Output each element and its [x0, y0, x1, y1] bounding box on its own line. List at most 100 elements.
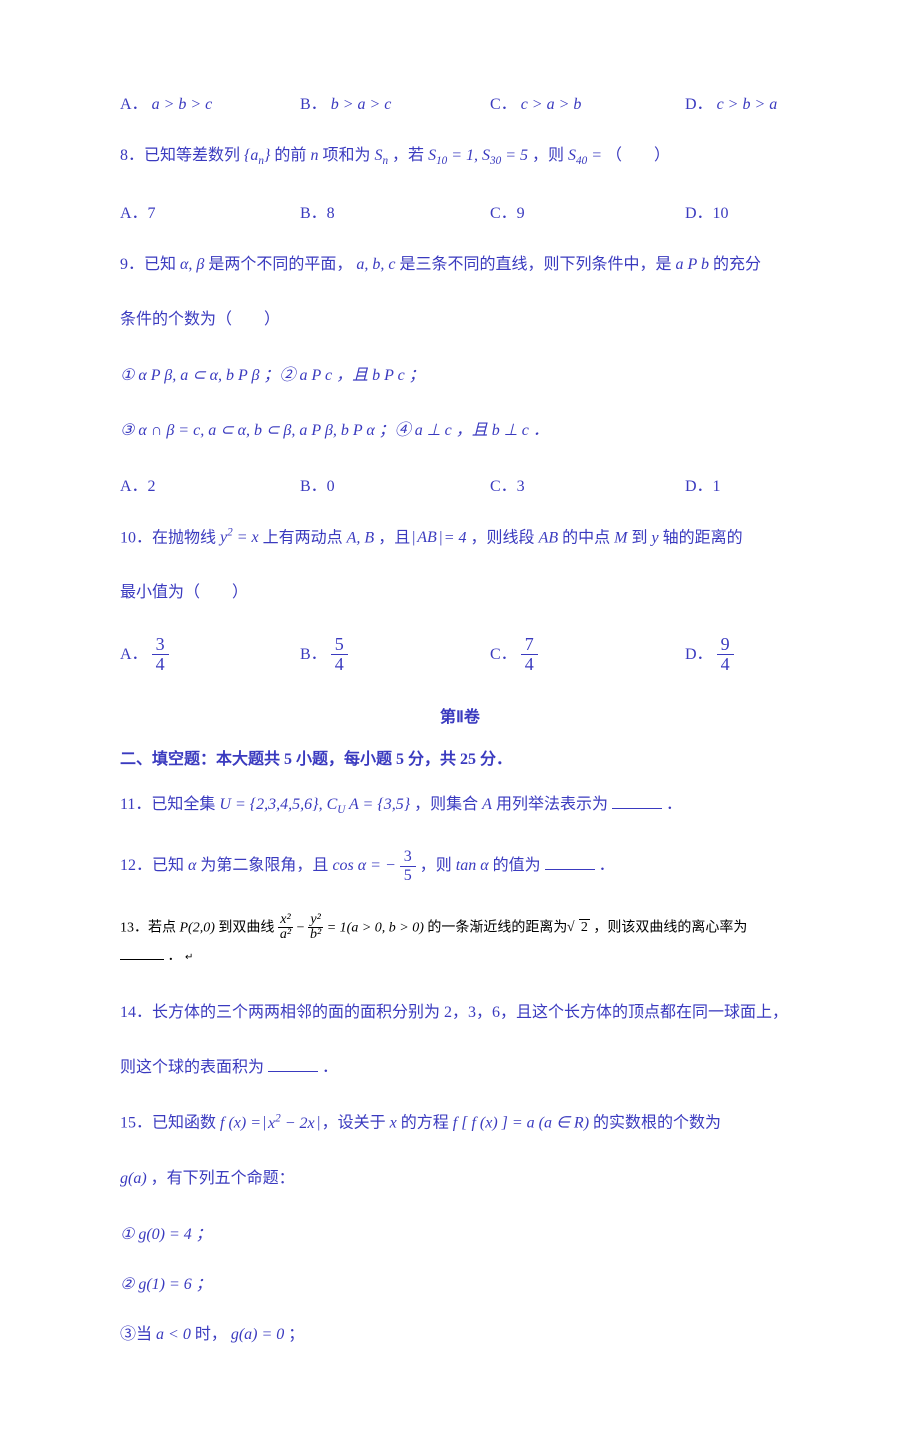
- ffx: f [ f (x) ] = a (a ∈ R): [453, 1115, 589, 1132]
- set-a: A: [482, 796, 492, 813]
- point-p: P(2,0): [180, 920, 215, 935]
- q9-option-a: A．2: [120, 472, 300, 496]
- q15-stem-line2: g(a) ，有下列五个命题：: [120, 1165, 800, 1192]
- text: 的方程: [401, 1115, 449, 1132]
- s40: S40 =: [568, 147, 606, 164]
- condition: a P b: [676, 256, 709, 273]
- section-2-title: 二、填空题：本大题共 5 小题，每小题 5 分，共 25 分．: [120, 745, 800, 769]
- q8-options: A．7 B．8 C．9 D．10: [120, 199, 800, 223]
- text: 则这个球的表面积为: [120, 1059, 264, 1076]
- text: ，设关于: [322, 1115, 386, 1132]
- text: ，且: [378, 529, 410, 546]
- condition: S10 = 1, S30 = 5: [428, 147, 528, 164]
- prop-text: ① g(0) = 4 ；: [120, 1226, 212, 1243]
- paren: （ ）: [606, 147, 670, 164]
- alpha: α: [188, 857, 196, 874]
- fraction-y: y²b²: [308, 913, 323, 943]
- q7-option-d: D． c > b > a: [685, 90, 777, 114]
- blank-fill[interactable]: [612, 793, 662, 809]
- blank-fill[interactable]: [545, 854, 595, 870]
- q13: 13．若点 P(2,0) 到双曲线 x²a² − y²b² = 1(a > 0,…: [120, 913, 800, 971]
- cond: a < 0: [156, 1326, 191, 1343]
- q9-option-b: B．0: [300, 472, 490, 496]
- q10-option-b: B． 54: [300, 635, 490, 676]
- fraction: 94: [717, 635, 734, 676]
- dot: ．: [599, 857, 615, 874]
- text: 是两个不同的平面，: [208, 256, 352, 273]
- option-label: B．: [300, 96, 327, 113]
- q9-options: A．2 B．0 C．3 D．1: [120, 472, 800, 496]
- q8-option-c: C．9: [490, 199, 685, 223]
- text: 10．在抛物线: [120, 529, 216, 546]
- var-sn: Sn: [374, 147, 388, 164]
- text: ，则线段: [471, 529, 535, 546]
- option-label: D．: [685, 96, 713, 113]
- ga: g(a): [120, 1170, 147, 1187]
- q15-prop2: ② g(1) = 6 ；: [120, 1270, 800, 1294]
- fraction: 34: [152, 635, 169, 676]
- q9-stem-line1: 9．已知 α, β 是两个不同的平面， a, b, c 是三条不同的直线，则下列…: [120, 251, 800, 278]
- option-math: b > a > c: [331, 96, 392, 113]
- text: ，则: [532, 147, 564, 164]
- text: 的前: [274, 147, 306, 164]
- q8-option-a: A．7: [120, 199, 300, 223]
- q9-option-c: C．3: [490, 472, 685, 496]
- text: 15．已知函数: [120, 1115, 216, 1132]
- q14-line1: 14．长方体的三个两两相邻的面的面积分别为 2，3，6，且这个长方体的顶点都在同…: [120, 999, 800, 1026]
- q15-prop3: ③当 a < 0 时， g(a) = 0 ；: [120, 1320, 800, 1344]
- q9-cond2: ③ α ∩ β = c, a ⊂ α, b ⊂ β, a P β, b P α …: [120, 417, 800, 444]
- text: 到: [631, 529, 647, 546]
- q8-option-d: D．10: [685, 199, 729, 223]
- text: ，则: [420, 857, 452, 874]
- dot: ．: [168, 949, 182, 964]
- minus: −: [297, 920, 308, 935]
- text: ；: [288, 1326, 304, 1343]
- eq-rest: = 1(a > 0, b > 0): [327, 920, 424, 935]
- q10-option-c: C． 74: [490, 635, 685, 676]
- text: ，有下列五个命题：: [151, 1170, 295, 1187]
- q7-option-a: A． a > b > c: [120, 90, 300, 114]
- option-label: D．: [685, 646, 713, 663]
- var-n: n: [310, 147, 318, 164]
- fraction: 74: [521, 635, 538, 676]
- y-axis: y: [651, 529, 658, 546]
- text: 12．已知: [120, 857, 184, 874]
- q7-option-c: C． c > a > b: [490, 90, 685, 114]
- section-2-header: 第Ⅱ卷: [120, 703, 800, 727]
- q9-stem-line2: 条件的个数为（ ）: [120, 306, 800, 333]
- text: ③当: [120, 1326, 152, 1343]
- fraction: 35: [400, 848, 416, 884]
- option-label: B．: [300, 646, 327, 663]
- text: 上有两动点: [263, 529, 343, 546]
- q7-option-b: B． b > a > c: [300, 90, 490, 114]
- blank-fill[interactable]: [268, 1056, 318, 1072]
- option-math: c > b > a: [717, 96, 778, 113]
- text: ，若: [392, 147, 424, 164]
- blank-fill[interactable]: [120, 946, 164, 960]
- q10-stem-line2: 最小值为（ ）: [120, 579, 800, 606]
- q9-option-d: D．1: [685, 472, 721, 496]
- var-x: x: [390, 1115, 397, 1132]
- text: 的充分: [713, 256, 761, 273]
- q7-options: A． a > b > c B． b > a > c C． c > a > b D…: [120, 90, 800, 114]
- q11: 11．已知全集 U = {2,3,4,5,6}, CU A = {3,5} ，则…: [120, 791, 800, 820]
- q12: 12．已知 α 为第二象限角，且 cos α = − 35 ，则 tan α 的…: [120, 848, 800, 884]
- abc: a, b, c: [356, 256, 395, 273]
- text: 的值为: [493, 857, 541, 874]
- text: 轴的距离的: [663, 529, 743, 546]
- text: 的一条渐近线的距离为: [427, 920, 567, 935]
- q15-stem: 15．已知函数 f (x) = x2 − 2x ，设关于 x 的方程 f [ f…: [120, 1109, 800, 1137]
- q14-line2: 则这个球的表面积为 ．: [120, 1054, 800, 1081]
- q10-stem-line1: 10．在抛物线 y2 = x 上有两动点 A, B ，且 AB = 4 ，则线段…: [120, 524, 800, 552]
- text: 9．已知: [120, 256, 176, 273]
- text: 的实数根的个数为: [593, 1115, 721, 1132]
- tan-expr: tan α: [456, 857, 489, 874]
- q8-stem: 8．已知等差数列 {an} 的前 n 项和为 Sn ，若 S10 = 1, S3…: [120, 142, 800, 171]
- option-label: A．: [120, 96, 148, 113]
- text: 项和为: [322, 147, 370, 164]
- set-notation: {an}: [244, 147, 270, 164]
- q15-prop1: ① g(0) = 4 ；: [120, 1220, 800, 1244]
- text: 到双曲线: [218, 920, 274, 935]
- point-m: M: [614, 529, 627, 546]
- text: 13．若点: [120, 920, 176, 935]
